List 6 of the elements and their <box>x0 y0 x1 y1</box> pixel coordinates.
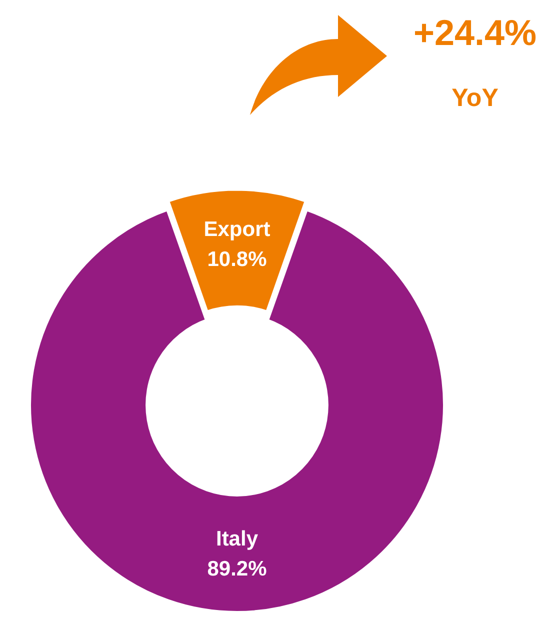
slice-label: Export <box>204 218 270 242</box>
text: +24.4% <box>412 12 538 54</box>
data-label: 89.2% <box>207 558 268 581</box>
slice-label: Italy <box>216 528 258 551</box>
data-label: 10.8% <box>207 248 268 272</box>
text: YoY <box>450 84 500 113</box>
